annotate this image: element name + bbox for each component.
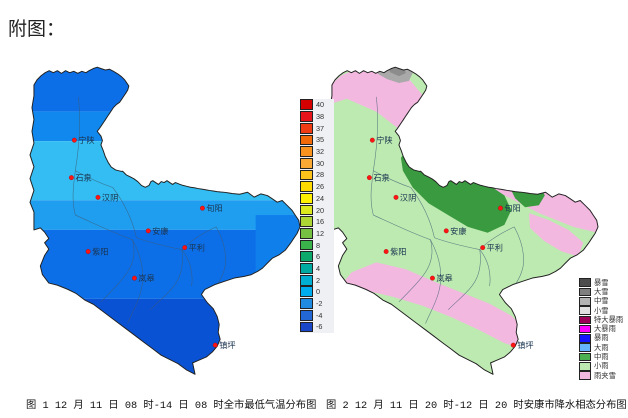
svg-text:石泉: 石泉 xyxy=(373,173,389,183)
svg-text:旬阳: 旬阳 xyxy=(206,203,222,213)
svg-text:镇坪: 镇坪 xyxy=(517,340,533,350)
svg-text:宁陕: 宁陕 xyxy=(376,135,392,145)
svg-text:石泉: 石泉 xyxy=(75,173,91,183)
svg-text:岚皋: 岚皋 xyxy=(138,273,154,283)
svg-text:紫阳: 紫阳 xyxy=(92,247,108,256)
svg-text:平利: 平利 xyxy=(189,243,205,253)
svg-text:旬阳: 旬阳 xyxy=(504,203,520,213)
svg-text:镇坪: 镇坪 xyxy=(219,340,235,350)
svg-text:平利: 平利 xyxy=(487,243,503,253)
svg-text:岚皋: 岚皋 xyxy=(436,273,452,283)
svg-text:紫阳: 紫阳 xyxy=(390,247,406,256)
svg-text:安康: 安康 xyxy=(450,226,466,236)
svg-text:宁陕: 宁陕 xyxy=(78,135,94,145)
svg-text:汉阴: 汉阴 xyxy=(102,193,118,202)
svg-text:汉阴: 汉阴 xyxy=(400,193,416,202)
svg-text:安康: 安康 xyxy=(152,226,168,236)
